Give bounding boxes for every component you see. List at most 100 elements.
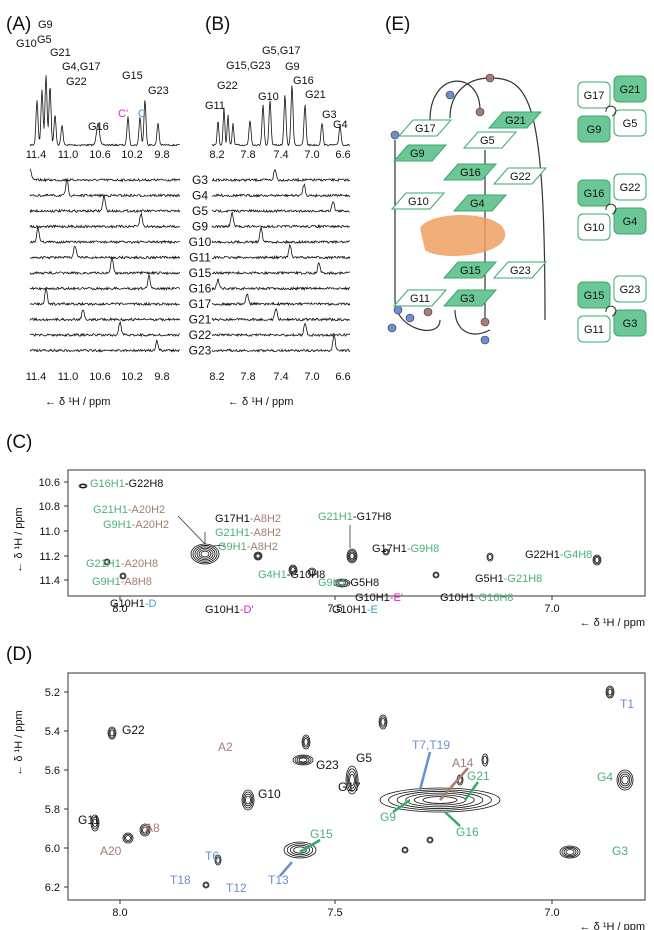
schematic-label: G9 — [587, 124, 602, 136]
residue-dot — [405, 313, 415, 323]
contour — [254, 552, 262, 560]
assignment-label: G4 — [597, 770, 613, 784]
schematic-box — [577, 281, 611, 309]
row-label: G22 — [189, 328, 212, 342]
residue-dot — [485, 73, 495, 83]
contour — [433, 572, 439, 578]
crosspeak-part: G21H1 — [86, 558, 121, 570]
spectrum — [29, 320, 180, 338]
row-label: G23 — [189, 344, 212, 358]
contour — [192, 545, 218, 563]
contour — [426, 836, 434, 844]
arrow — [299, 838, 321, 854]
schematic-box — [577, 315, 611, 343]
contour — [302, 736, 310, 748]
arrow — [418, 751, 432, 791]
axis-label: ← δ ¹H / ppm — [580, 617, 645, 629]
spectrum — [211, 168, 350, 183]
crosspeak-label: G17H1-G9H8 — [372, 543, 439, 555]
x-tick-label: 9.8 — [154, 149, 169, 161]
crosspeak-part: -G4H8 — [560, 549, 592, 561]
crosspeak-part: -A20H8 — [121, 558, 158, 570]
crosspeak-label: G9H1-A8H2 — [218, 541, 278, 553]
x-tick-label: 8.2 — [209, 149, 224, 161]
contour — [91, 816, 99, 830]
crosspeak-part: -E' — [390, 592, 403, 604]
schematic-label: G17 — [584, 90, 605, 102]
spectrum — [211, 243, 351, 260]
y-tick-label: 11.0 — [39, 526, 60, 538]
contour — [202, 881, 210, 889]
panel-label: (D) — [6, 644, 32, 665]
crosspeak-part: -G10H8 — [287, 569, 326, 581]
spectrum — [211, 308, 351, 322]
contour — [296, 756, 310, 764]
crosspeak-part: -A8H8 — [121, 576, 152, 588]
crosspeak-part: G9H1 — [103, 519, 132, 531]
spectrum — [211, 227, 350, 245]
crosspeak-label: G10H1-E' — [355, 592, 403, 604]
peak-label: G21 — [305, 89, 326, 101]
crosspeak-label: G21H1-A8H2 — [215, 527, 281, 539]
peak-label: G15 — [122, 70, 143, 82]
assignment-label: G22 — [122, 723, 145, 737]
contour — [383, 549, 389, 555]
rotation-arrow — [605, 105, 617, 117]
spectrum — [29, 75, 180, 147]
contour — [422, 796, 458, 804]
schematic-box — [613, 173, 647, 201]
contour — [200, 550, 210, 558]
spectrum — [29, 226, 180, 245]
x-tick-label: 11.4 — [26, 371, 47, 383]
x-tick-label: 7.0 — [544, 907, 559, 919]
crosspeak-part: -D — [145, 598, 157, 610]
crosspeak-part: -G9H8 — [407, 543, 439, 555]
spectrum — [29, 245, 181, 260]
contour — [255, 553, 261, 559]
schematic-box — [577, 115, 611, 143]
crosspeak-part: -A8H2 — [250, 513, 281, 525]
contour — [123, 833, 133, 843]
crosspeak-part: G10H1 — [110, 598, 145, 610]
contour — [286, 843, 314, 857]
contour — [79, 484, 87, 488]
assignment-label: G16 — [456, 825, 479, 839]
contour — [563, 848, 577, 857]
tetrad-label: G15 — [460, 265, 481, 277]
spectrum — [211, 293, 351, 307]
contour — [196, 547, 214, 561]
spectrum — [211, 201, 350, 214]
crosspeak-label: G4H1-G10H8 — [258, 569, 325, 581]
assignment-label: T7,T19 — [412, 738, 450, 752]
contour — [308, 568, 316, 576]
plot-frame — [67, 672, 646, 901]
contour — [618, 771, 632, 789]
crosspeak-part: G5H1 — [475, 573, 504, 585]
x-tick-label: 6.6 — [335, 149, 350, 161]
contour — [346, 768, 358, 792]
crosspeak-part: G9H1 — [218, 541, 247, 553]
contour — [140, 825, 150, 835]
contour — [122, 832, 134, 844]
residue-dot — [423, 307, 433, 317]
contour — [616, 769, 634, 791]
schematic-label: G5 — [623, 118, 638, 130]
crosspeak-part: -G22H8 — [125, 478, 164, 490]
crosspeak-label: G21H1-A20H2 — [93, 504, 165, 516]
crosspeak-label: G9H1-A8H8 — [92, 576, 152, 588]
arrow — [463, 781, 480, 801]
contour — [607, 688, 613, 696]
assignment-label: G3 — [612, 844, 628, 858]
spectrum — [29, 309, 181, 322]
arrow — [279, 861, 293, 877]
assignment-label: G9 — [380, 810, 396, 824]
contour — [245, 795, 251, 805]
x-tick-label: 10.6 — [89, 149, 110, 161]
spectrum — [29, 195, 181, 214]
contour — [289, 844, 310, 856]
contour — [594, 557, 600, 563]
contour — [107, 726, 117, 740]
peak-label: G4,G17 — [62, 61, 101, 73]
tetrad-plate — [397, 119, 453, 137]
